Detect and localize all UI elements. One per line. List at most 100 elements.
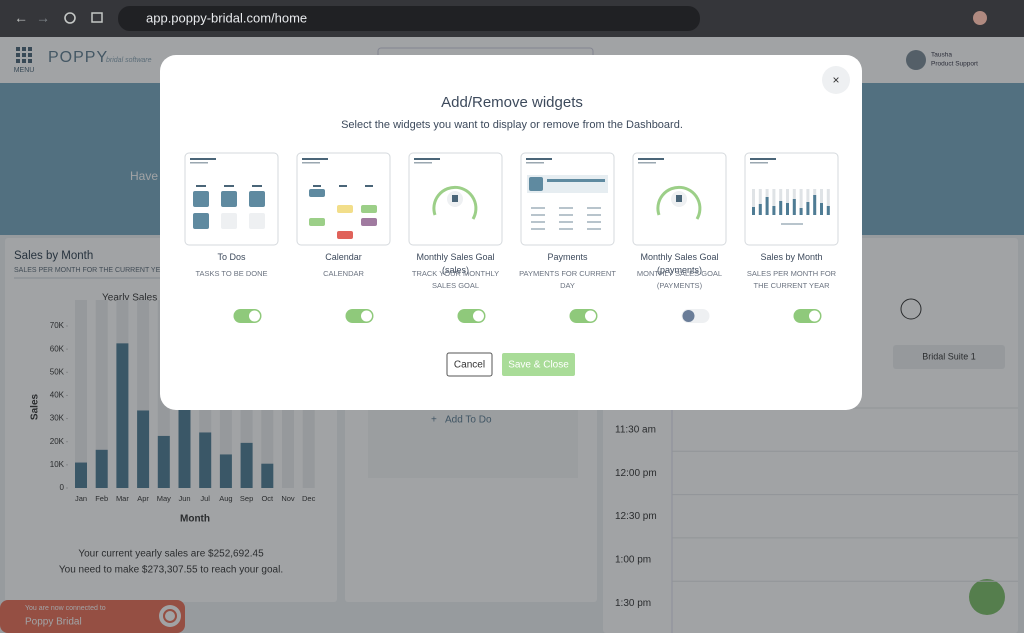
thumb-line — [547, 179, 605, 182]
y-tick-label: 0 — [60, 483, 65, 492]
avatar[interactable] — [906, 50, 926, 70]
cancel-button[interactable] — [446, 352, 493, 377]
close-icon: × — [832, 73, 839, 87]
add-icon[interactable]: + — [431, 415, 437, 426]
close-button[interactable] — [822, 66, 850, 94]
widget-card: To Dos TASKS TO BE DONE — [184, 152, 279, 323]
cancel-label: Cancel — [454, 360, 485, 371]
widget-name-box: Sales by Month — [760, 252, 822, 262]
reload-icon[interactable] — [64, 12, 76, 24]
home-icon[interactable] — [91, 12, 103, 23]
widget-name: To Dos — [217, 252, 246, 262]
target-ring — [163, 609, 177, 623]
thumb-row — [587, 221, 601, 223]
x-tick-label: Apr — [137, 494, 149, 503]
thumb-bar — [758, 204, 762, 215]
time-label: 11:30 am — [615, 425, 656, 436]
connection-line2: Poppy Bridal — [25, 617, 82, 628]
widget-description-box: PAYMENTS FOR CURRENT DAY — [519, 269, 616, 290]
widget-preview[interactable] — [744, 152, 839, 246]
thumb-tile — [249, 213, 265, 229]
panel-subtitle: SALES PER MONTH FOR THE CURRENT YEAR — [14, 267, 170, 274]
x-tick-label: Aug — [219, 494, 232, 503]
thumb-title — [638, 158, 664, 160]
y-tick-label: 60K — [50, 344, 65, 353]
thumb-track — [820, 189, 823, 215]
x-tick-label: Feb — [95, 494, 108, 503]
tagline: bridal software — [106, 57, 152, 64]
profile-icon[interactable] — [973, 11, 987, 25]
toggle-knob — [682, 310, 695, 322]
bar — [219, 454, 232, 488]
widget-description: PAYMENTS FOR CURRENT DAY — [519, 269, 616, 290]
fab[interactable] — [969, 579, 1005, 615]
thumb-row — [531, 228, 545, 230]
thumb-row — [587, 214, 601, 216]
x-tick-label: Dec — [302, 494, 316, 503]
thumb-track — [772, 189, 776, 215]
x-axis-label: Month — [180, 514, 210, 525]
thumb-dash — [196, 185, 206, 187]
thumb-title — [302, 162, 320, 164]
thumb-bar — [799, 208, 803, 215]
bar — [157, 435, 170, 488]
widget-card: Monthly Sales Goal (sales)TRACK YOUR MON… — [408, 152, 503, 323]
bar — [178, 395, 191, 488]
modal-title: Add/Remove widgets — [441, 94, 583, 111]
thumb-tile — [193, 213, 209, 229]
thumb-dash — [252, 185, 262, 187]
widget-description: CALENDAR — [323, 269, 364, 278]
toggle-knob — [808, 309, 821, 323]
thumb-title — [750, 162, 768, 164]
widget-name-box: To Dos — [217, 252, 246, 262]
thumb-bar — [806, 202, 810, 215]
url: app.poppy-bridal.com/home — [146, 10, 307, 25]
widget-description-box: SALES PER MONTH FOR THE CURRENT YEAR — [747, 269, 836, 290]
toggle-knob — [472, 309, 485, 323]
thumb-bar — [765, 197, 769, 215]
thumb-title — [190, 162, 208, 164]
thumb-title — [526, 162, 544, 164]
thumb-dash — [365, 185, 373, 187]
widget-description-box: TRACK YOUR MONTHLY SALES GOAL — [412, 269, 499, 290]
thumb-event — [309, 218, 325, 226]
menu-icon[interactable] — [16, 47, 32, 63]
add-todo[interactable]: Add To Do — [445, 415, 492, 426]
thumb-tile — [249, 191, 265, 207]
user-role: Product Support — [931, 61, 978, 68]
summary-line: You need to make $273,307.55 to reach yo… — [59, 565, 283, 576]
widget-name: Monthly Sales Goal (sales) — [416, 252, 495, 275]
time-label: 12:00 pm — [615, 468, 657, 479]
next-button[interactable] — [900, 298, 922, 320]
y-tick-label: 10K — [50, 460, 65, 469]
x-tick-label: Nov — [281, 494, 295, 503]
widget-name: Payments — [547, 252, 588, 262]
url-bar[interactable] — [118, 6, 700, 31]
thumb-row — [587, 228, 601, 230]
save-button[interactable] — [502, 353, 575, 376]
thumb-bar — [792, 199, 796, 215]
back-icon[interactable]: ← — [14, 10, 28, 26]
thumb-track — [758, 189, 762, 215]
thumb-dash — [339, 185, 347, 187]
target-icon[interactable] — [159, 605, 181, 627]
forward-icon[interactable]: → — [36, 10, 50, 26]
thumb-dash — [781, 223, 803, 225]
widget-preview[interactable] — [520, 152, 615, 246]
widget-description-box: CALENDAR — [323, 269, 364, 278]
room-tab[interactable] — [893, 345, 1005, 369]
thumb-event — [361, 218, 377, 226]
time-label: 1:00 pm — [615, 555, 651, 566]
widget-card: Calendar CALENDAR — [296, 152, 391, 323]
y-tick-label: 50K — [50, 367, 65, 376]
thumb-title — [638, 162, 656, 164]
chart-title: Yearly Sales G — [102, 293, 168, 304]
x-tick-label: Mar — [116, 494, 129, 503]
thumb-tile — [193, 191, 209, 207]
bar-track — [95, 300, 108, 488]
thumb-row — [559, 207, 573, 209]
widget-name-box: Payments — [547, 252, 588, 262]
bar — [75, 462, 87, 488]
save-label: Save & Close — [508, 360, 569, 371]
